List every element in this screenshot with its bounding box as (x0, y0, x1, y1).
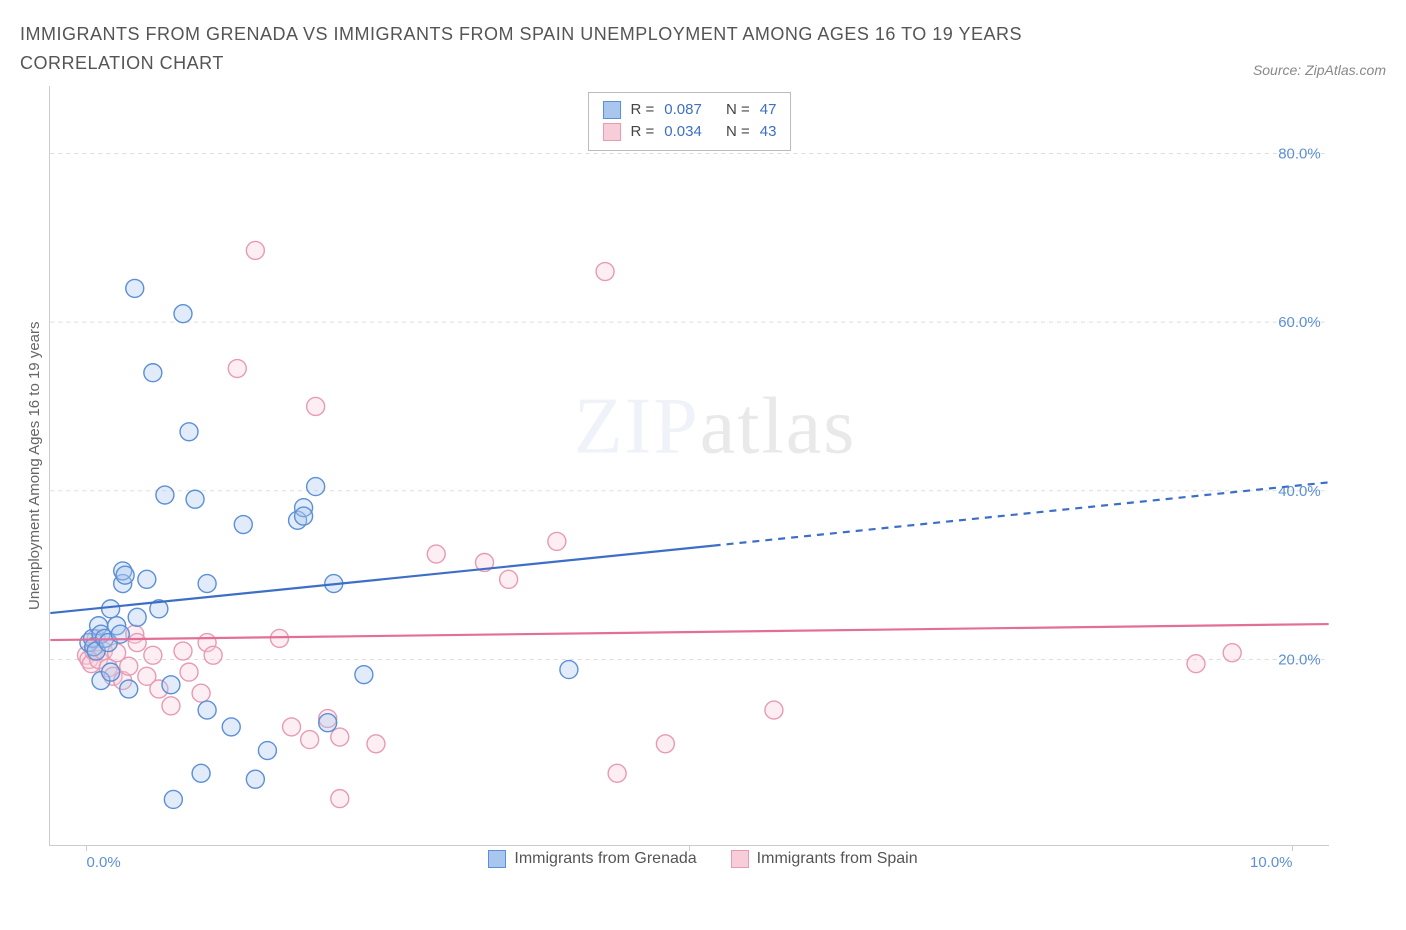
y-axis-label: Unemployment Among Ages 16 to 19 years (20, 86, 49, 846)
data-point-spain (192, 684, 210, 702)
stats-row-spain: R = 0.034 N = 43 (603, 121, 777, 144)
plot-region: Unemployment Among Ages 16 to 19 years Z… (20, 86, 1386, 846)
bottom-legend: Immigrants from Grenada Immigrants from … (20, 850, 1386, 868)
header-row: IMMIGRANTS FROM GRENADA VS IMMIGRANTS FR… (20, 20, 1386, 78)
chart-title: IMMIGRANTS FROM GRENADA VS IMMIGRANTS FR… (20, 20, 1120, 78)
data-point-grenada (560, 660, 578, 678)
data-point-grenada (164, 790, 182, 808)
x-tick-label: 0.0% (87, 854, 121, 871)
legend-item-grenada: Immigrants from Grenada (488, 850, 696, 868)
data-point-grenada (246, 770, 264, 788)
data-point-grenada (319, 713, 337, 731)
data-point-spain (128, 633, 146, 651)
y-tick-label: 80.0% (1278, 145, 1320, 162)
data-point-spain (331, 728, 349, 746)
data-point-spain (331, 789, 349, 807)
swatch-spain (603, 123, 621, 141)
data-point-spain (548, 532, 566, 550)
data-point-spain (656, 734, 674, 752)
data-point-grenada (355, 665, 373, 683)
data-point-grenada (234, 515, 252, 533)
data-point-grenada (102, 663, 120, 681)
correlation-chart: IMMIGRANTS FROM GRENADA VS IMMIGRANTS FR… (20, 20, 1386, 868)
data-point-grenada (174, 304, 192, 322)
data-point-spain (1187, 654, 1205, 672)
stat-n-value-grenada: 47 (760, 99, 777, 122)
data-point-spain (367, 734, 385, 752)
data-point-spain (174, 642, 192, 660)
data-point-grenada (222, 718, 240, 736)
data-point-grenada (128, 608, 146, 626)
source-attribution: Source: ZipAtlas.com (1253, 62, 1386, 78)
data-point-spain (427, 545, 445, 563)
data-point-spain (120, 657, 138, 675)
plot-box: ZIPatlas R = 0.087 N = 47 R = 0.034 N = (49, 86, 1329, 846)
data-point-grenada (198, 574, 216, 592)
stats-row-grenada: R = 0.087 N = 47 (603, 99, 777, 122)
data-point-spain (608, 764, 626, 782)
data-point-grenada (120, 680, 138, 698)
data-point-grenada (111, 625, 129, 643)
legend-label-spain: Immigrants from Spain (757, 850, 918, 868)
data-point-grenada (258, 741, 276, 759)
data-point-spain (246, 241, 264, 259)
trendline-spain (50, 624, 1328, 640)
swatch-grenada (603, 101, 621, 119)
stat-r-value-spain: 0.034 (664, 121, 702, 144)
data-point-spain (162, 696, 180, 714)
swatch-grenada (488, 850, 506, 868)
data-point-grenada (156, 486, 174, 504)
x-tick-label: 10.0% (1250, 854, 1292, 871)
data-point-spain (144, 646, 162, 664)
y-tick-label: 20.0% (1278, 651, 1320, 668)
stat-r-value-grenada: 0.087 (664, 99, 702, 122)
data-point-spain (596, 262, 614, 280)
y-tick-label: 60.0% (1278, 314, 1320, 331)
data-point-spain (204, 646, 222, 664)
data-point-grenada (144, 363, 162, 381)
data-point-spain (228, 359, 246, 377)
data-point-grenada (186, 490, 204, 508)
data-point-grenada (138, 570, 156, 588)
data-point-grenada (307, 477, 325, 495)
data-point-spain (765, 701, 783, 719)
data-point-grenada (180, 422, 198, 440)
stat-n-label: N = (726, 99, 750, 122)
data-point-spain (307, 397, 325, 415)
data-point-grenada (126, 279, 144, 297)
stat-r-label: R = (631, 99, 655, 122)
data-point-grenada (192, 764, 210, 782)
plot-svg: 20.0%40.0%60.0%80.0%0.0%10.0% (50, 86, 1329, 845)
legend-item-spain: Immigrants from Spain (731, 850, 918, 868)
data-point-grenada (102, 599, 120, 617)
data-point-grenada (198, 701, 216, 719)
data-point-spain (500, 570, 518, 588)
data-point-spain (180, 663, 198, 681)
data-point-spain (1223, 643, 1241, 661)
data-point-spain (301, 730, 319, 748)
swatch-spain (731, 850, 749, 868)
stat-n-value-spain: 43 (760, 121, 777, 144)
stat-n-label: N = (726, 121, 750, 144)
stat-r-label: R = (631, 121, 655, 144)
data-point-grenada (162, 675, 180, 693)
data-point-spain (270, 629, 288, 647)
stats-legend: R = 0.087 N = 47 R = 0.034 N = 43 (588, 92, 792, 151)
data-point-spain (283, 718, 301, 736)
trendline-grenada-dashed (714, 482, 1329, 545)
data-point-grenada (116, 566, 134, 584)
data-point-grenada (295, 507, 313, 525)
legend-label-grenada: Immigrants from Grenada (514, 850, 696, 868)
